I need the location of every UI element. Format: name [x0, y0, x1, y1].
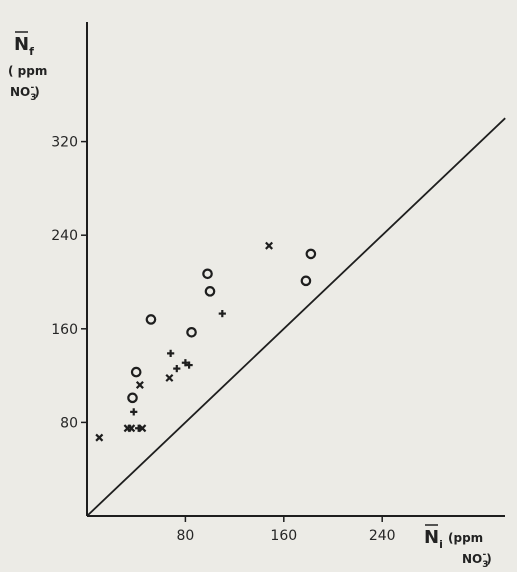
x-tick-label: 160: [270, 528, 297, 544]
x-axis-label-unit-line2: NO3-): [462, 550, 492, 570]
data-point-circle: [204, 286, 216, 297]
x-tick-label: 80: [176, 528, 194, 544]
x-axis-label-unit-line1: (ppm: [448, 531, 483, 545]
x-axis-label: Ni (ppm NO3-): [424, 524, 492, 570]
data-point-circle: [186, 327, 197, 338]
x-tick-label: 240: [369, 528, 396, 544]
y-axis-label-unit-line1: ( ppm: [8, 64, 47, 78]
y-tick-label: 320: [51, 135, 78, 151]
data-point-cross: [135, 380, 144, 389]
points-group: [95, 241, 317, 442]
reference-line-group: [86, 117, 506, 517]
y-tick-label: 240: [51, 228, 78, 244]
y-tick-label: 160: [51, 322, 78, 338]
y-axis-label-symbol: Nf: [14, 34, 34, 58]
data-point-plus: [185, 361, 193, 369]
ticks-group: 80 160 240 80 160 240 320: [51, 135, 395, 544]
reference-line: [86, 117, 506, 517]
data-point-circle: [127, 392, 138, 404]
data-point-circle: [202, 268, 213, 280]
data-point-cross: [127, 424, 136, 433]
data-point-circle: [130, 366, 142, 378]
data-point-cross: [165, 373, 174, 382]
data-point-cross: [138, 424, 147, 433]
data-point-cross: [95, 433, 104, 442]
data-point-plus: [130, 408, 138, 416]
data-point-cross: [265, 241, 274, 250]
y-axis-label-unit-line2: NO3-): [10, 83, 40, 103]
data-point-plus: [167, 349, 175, 357]
y-axis-label: Nf ( ppm NO3-): [8, 31, 47, 103]
axes-group: [86, 22, 505, 517]
x-axis-label-symbol: Ni: [424, 527, 443, 551]
data-point-circle: [145, 314, 157, 325]
y-tick-label: 80: [60, 415, 78, 431]
data-point-plus: [218, 309, 226, 318]
data-point-plus: [181, 359, 189, 367]
data-point-circle: [300, 275, 312, 287]
data-point-circle: [305, 248, 317, 260]
data-point-plus: [173, 364, 181, 373]
